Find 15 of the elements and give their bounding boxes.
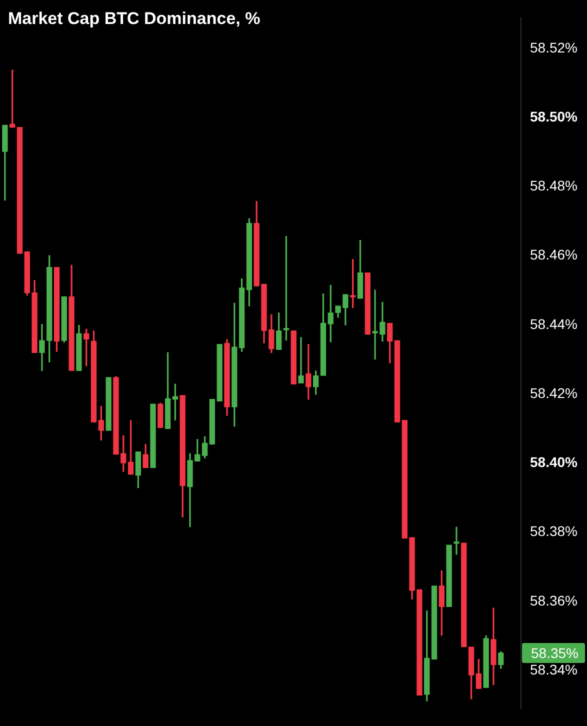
text: 58.35% bbox=[531, 644, 578, 661]
y-tick-label: 58.36% bbox=[530, 592, 578, 608]
y-tick-label: 58.42% bbox=[530, 384, 578, 401]
candlestick bbox=[298, 337, 304, 384]
y-tick-label: 58.52% bbox=[530, 39, 578, 56]
y-tick-label: 58.40% bbox=[530, 454, 578, 470]
y-tick-label: 58.38% bbox=[530, 523, 578, 540]
y-tick-label: 58.44% bbox=[530, 316, 578, 332]
candlestick bbox=[306, 344, 312, 400]
candlestick bbox=[454, 526, 460, 555]
y-tick-label: 58.46% bbox=[530, 246, 578, 263]
chart-title: Market Cap BTC Dominance, % bbox=[8, 9, 260, 29]
y-tick-label: 58.34% bbox=[530, 661, 578, 678]
y-tick-label: 58.48% bbox=[530, 178, 578, 194]
y-tick-label: 58.50% bbox=[530, 108, 578, 124]
